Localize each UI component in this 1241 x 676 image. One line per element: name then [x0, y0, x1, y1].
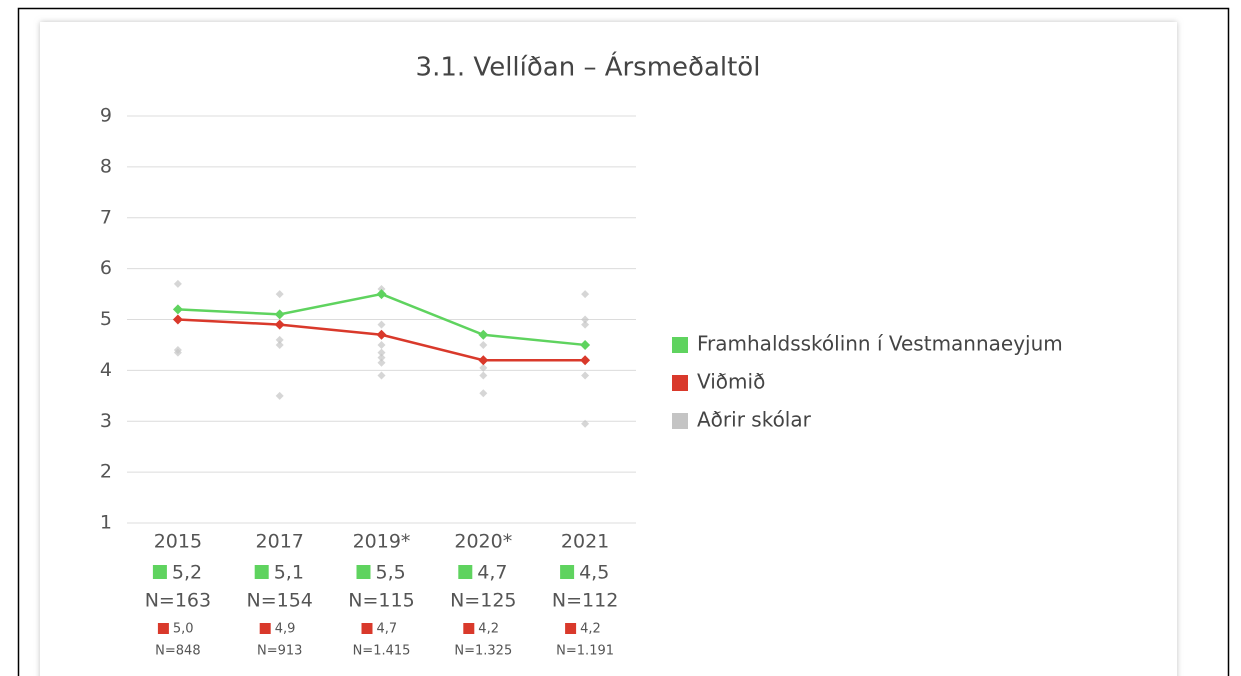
n-label: N=125 — [450, 590, 516, 612]
series-point — [172, 314, 183, 325]
legend-swatch — [458, 565, 473, 579]
y-tick-label: 5 — [100, 308, 112, 330]
n-label: N=913 — [257, 644, 302, 659]
series-point — [274, 319, 285, 330]
n-label: N=163 — [145, 590, 211, 612]
value-label: 5,0 — [173, 622, 194, 637]
series-point — [478, 329, 489, 340]
y-tick-label: 9 — [100, 105, 112, 127]
value-label: 4,2 — [478, 622, 499, 637]
legend-swatch — [672, 413, 688, 429]
other-school-point — [581, 290, 590, 299]
x-tick-label: 2015 — [154, 531, 202, 553]
y-tick-label: 1 — [100, 512, 112, 534]
y-tick-label: 7 — [100, 206, 112, 228]
x-tick-label: 2019* — [353, 531, 411, 553]
value-label: 4,2 — [580, 622, 601, 637]
chart-title: 3.1. Vellíðan – Ársmeðaltöl — [416, 51, 761, 83]
other-school-point — [275, 340, 284, 349]
other-school-point — [479, 340, 488, 349]
other-school-point — [581, 320, 590, 329]
series-point — [274, 309, 285, 320]
n-label: N=1.415 — [353, 644, 411, 659]
legend-swatch — [157, 623, 169, 634]
series-point — [172, 304, 183, 315]
x-tick-label: 2021 — [561, 531, 609, 553]
other-school-point — [377, 348, 386, 357]
other-school-point — [377, 320, 386, 329]
other-school-point — [275, 335, 284, 344]
other-school-point — [377, 358, 386, 367]
value-label: 4,7 — [477, 562, 507, 584]
series-point — [580, 339, 591, 350]
other-school-point — [173, 348, 182, 357]
legend-swatch — [560, 565, 575, 579]
legend-swatch — [259, 623, 271, 634]
legend-swatch — [361, 623, 373, 634]
frame — [17, 7, 1230, 676]
x-tick-label: 2017 — [256, 531, 304, 553]
other-school-point — [275, 391, 284, 400]
other-school-point — [479, 363, 488, 372]
value-label: 4,5 — [579, 562, 609, 584]
series-point — [478, 355, 489, 366]
legend-label: Aðrir skólar — [697, 408, 812, 432]
n-label: N=1.191 — [556, 644, 614, 659]
legend-swatch — [565, 623, 577, 634]
value-label: 4,7 — [377, 622, 398, 637]
value-label: 4,9 — [275, 622, 296, 637]
n-label: N=154 — [246, 590, 312, 612]
legend-swatch — [672, 375, 688, 391]
y-tick-label: 6 — [100, 257, 112, 279]
y-tick-label: 2 — [100, 461, 112, 483]
y-tick-label: 3 — [100, 410, 112, 432]
card — [40, 22, 1177, 676]
other-school-point — [581, 315, 590, 324]
legend-label: Framhaldsskólinn í Vestmannaeyjum — [697, 332, 1063, 356]
legend-swatch — [254, 565, 269, 579]
other-school-point — [377, 340, 386, 349]
y-tick-label: 8 — [100, 155, 112, 177]
other-school-point — [581, 419, 590, 428]
other-school-point — [377, 353, 386, 362]
series-point — [376, 289, 387, 300]
n-label: N=848 — [155, 644, 200, 659]
series-point — [376, 329, 387, 340]
value-label: 5,2 — [172, 562, 202, 584]
other-school-point — [581, 371, 590, 380]
legend-swatch — [356, 565, 371, 579]
n-label: N=1.325 — [454, 644, 512, 659]
other-school-point — [377, 284, 386, 293]
n-label: N=115 — [348, 590, 414, 612]
other-school-point — [173, 279, 182, 288]
legend-swatch — [152, 565, 167, 579]
value-label: 5,5 — [376, 562, 406, 584]
value-label: 5,1 — [274, 562, 304, 584]
x-tick-label: 2020* — [454, 531, 512, 553]
y-tick-label: 4 — [100, 359, 112, 381]
other-school-point — [479, 371, 488, 380]
series-point — [580, 355, 591, 366]
other-school-point — [479, 389, 488, 398]
other-school-point — [377, 371, 386, 380]
legend-label: Viðmið — [697, 370, 765, 394]
legend-swatch — [463, 623, 475, 634]
legend-swatch — [672, 337, 688, 353]
other-school-point — [275, 290, 284, 299]
n-label: N=112 — [552, 590, 618, 612]
